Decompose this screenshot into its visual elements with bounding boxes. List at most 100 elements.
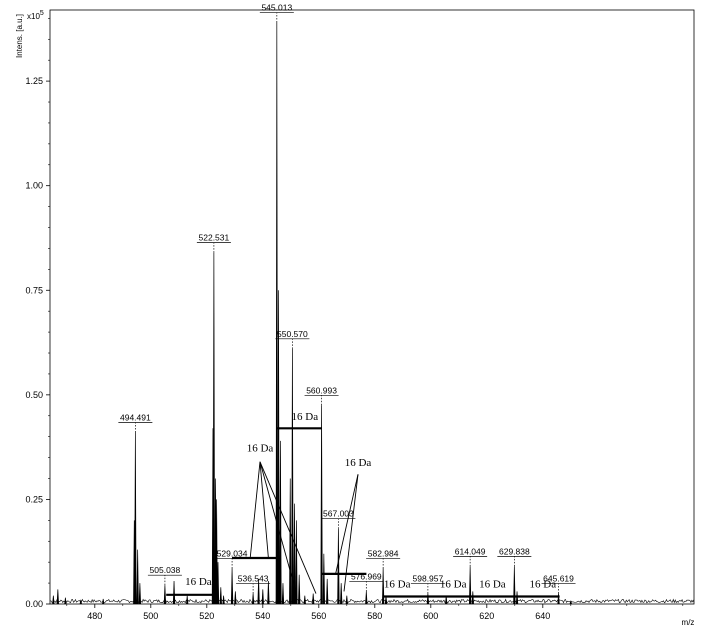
spectrum-peak bbox=[279, 440, 282, 605]
y-axis: Intens. [a.u.] x105 0.00 0.25 0.50 0.75 1.00… bbox=[15, 10, 50, 609]
peak-label: 545.013 bbox=[261, 3, 292, 13]
spectrum-peak bbox=[261, 589, 264, 605]
spectrum-peak bbox=[79, 599, 82, 605]
x-axis-label: m/z bbox=[682, 618, 695, 627]
peak-label: 576.969 bbox=[351, 571, 382, 581]
spectrum-peak bbox=[186, 595, 189, 605]
mass-difference-label: 16 Da bbox=[247, 442, 274, 454]
peak-label: 645.619 bbox=[543, 574, 574, 584]
x-tick-label: 560 bbox=[311, 611, 326, 621]
peak-label: 494.491 bbox=[120, 412, 151, 422]
spectrum-peak bbox=[569, 600, 572, 605]
spectrum-peak bbox=[515, 591, 519, 605]
spectrum-peak bbox=[257, 578, 260, 605]
x-tick-label: 620 bbox=[479, 611, 494, 621]
spectrum-peak bbox=[322, 553, 325, 605]
spectrum-peak bbox=[293, 503, 296, 605]
spectrum-peak bbox=[365, 591, 368, 605]
spectrum-peak bbox=[172, 580, 176, 605]
y-multiplier-exponent: 5 bbox=[40, 10, 44, 17]
spectrum-peak bbox=[216, 562, 220, 605]
spectrum-peak bbox=[557, 593, 560, 605]
plot-border bbox=[49, 9, 695, 605]
y-tick-label: 0.50 bbox=[25, 390, 43, 400]
y-tick-label: 1.00 bbox=[25, 181, 43, 191]
spectrum-peak bbox=[326, 578, 329, 605]
spectrum-peak bbox=[64, 597, 67, 605]
spectrum-peak bbox=[222, 595, 225, 605]
spectrum-peak bbox=[340, 583, 343, 605]
mass-difference-label: 16 Da bbox=[440, 578, 467, 590]
y-tick-label: 0.25 bbox=[25, 494, 43, 504]
peak-label: 560.993 bbox=[306, 385, 337, 395]
annotation-pointer bbox=[343, 474, 359, 592]
peak-label: 522.531 bbox=[199, 233, 230, 243]
spectrum-peak bbox=[337, 528, 340, 605]
peak-label: 550.570 bbox=[277, 329, 308, 339]
annotation-pointer bbox=[259, 461, 269, 559]
spectrum-peak bbox=[426, 593, 430, 605]
x-tick-label: 640 bbox=[535, 611, 550, 621]
mass-difference-label: 16 Da bbox=[479, 578, 506, 590]
spectrum-peak bbox=[163, 585, 167, 605]
spectrum-peak bbox=[102, 598, 105, 605]
spectrum-peak bbox=[230, 568, 234, 605]
spectrum-peak bbox=[215, 499, 218, 605]
spectrum-peak bbox=[295, 520, 298, 605]
peak-label: 629.838 bbox=[499, 546, 530, 556]
peak-label: 582.984 bbox=[368, 548, 399, 558]
spectrum-trace bbox=[49, 22, 695, 605]
spectrum-peak bbox=[312, 593, 315, 605]
peak-label: 536.543 bbox=[238, 574, 269, 584]
spectrum-peak bbox=[289, 478, 292, 605]
spectrum-peak bbox=[345, 595, 348, 605]
plot-frame bbox=[49, 9, 695, 605]
mass-difference-label: 16 Da bbox=[530, 578, 557, 590]
mass-difference-label: 16 Da bbox=[185, 576, 212, 588]
annotation-pointer bbox=[259, 461, 317, 594]
x-axis: m/z 480 500 520 540 560 580 600 620 640 bbox=[66, 604, 695, 627]
y-tick-label: 0.00 bbox=[25, 599, 43, 609]
spectrum-peak bbox=[468, 566, 472, 605]
y-axis-label: Intens. [a.u.] bbox=[15, 14, 24, 58]
peak-label: 598.957 bbox=[413, 574, 444, 584]
peak-label: 505.038 bbox=[150, 565, 181, 575]
annotation-pointer bbox=[259, 461, 297, 594]
peak-labels: 494.491 505.038 522.531 529.034 536.543 545.0… bbox=[118, 3, 576, 594]
mass-difference-annotations: 16 Da 16 Da 16 Da 16 Da 16 Da 16 Da 16 Da 16 Da bbox=[166, 411, 560, 598]
spectrum-peak bbox=[212, 252, 216, 605]
spectrum-peak bbox=[219, 587, 222, 605]
annotation-pointer bbox=[249, 461, 261, 559]
spectrum-peak bbox=[251, 593, 255, 605]
spectrum-peak bbox=[52, 595, 55, 605]
spectrum-peak bbox=[138, 583, 142, 605]
spectrum-peak bbox=[136, 549, 139, 605]
spectrum-peak bbox=[267, 580, 270, 605]
x-tick-label: 480 bbox=[87, 611, 102, 621]
spectrum-peak bbox=[56, 589, 59, 605]
x-tick-label: 580 bbox=[367, 611, 382, 621]
spectrum-peak bbox=[291, 348, 294, 605]
spectrum-peak bbox=[298, 574, 301, 605]
spectrum-peak bbox=[275, 22, 278, 605]
spectrum-peak bbox=[471, 591, 474, 605]
peak-label: 529.034 bbox=[217, 548, 248, 558]
x-tick-label: 500 bbox=[143, 611, 158, 621]
x-tick-label: 540 bbox=[255, 611, 270, 621]
mass-difference-label: 16 Da bbox=[384, 578, 411, 590]
annotation-pointer bbox=[335, 474, 359, 574]
mass-difference-label: 16 Da bbox=[292, 411, 319, 423]
mass-difference-label: 16 Da bbox=[345, 457, 372, 469]
y-axis-multiplier: x105 bbox=[27, 10, 44, 21]
peak-label: 614.049 bbox=[455, 546, 486, 556]
y-tick-label: 0.75 bbox=[25, 285, 43, 295]
y-multiplier-base: x10 bbox=[27, 12, 40, 21]
baseline-noise bbox=[49, 598, 695, 604]
peak-label: 567.003 bbox=[323, 509, 354, 519]
spectrum-peak bbox=[234, 591, 237, 605]
x-tick-label: 600 bbox=[423, 611, 438, 621]
spectrum-peak bbox=[303, 595, 306, 605]
spectrum-peak bbox=[281, 583, 285, 605]
y-tick-label: 1.25 bbox=[25, 76, 43, 86]
